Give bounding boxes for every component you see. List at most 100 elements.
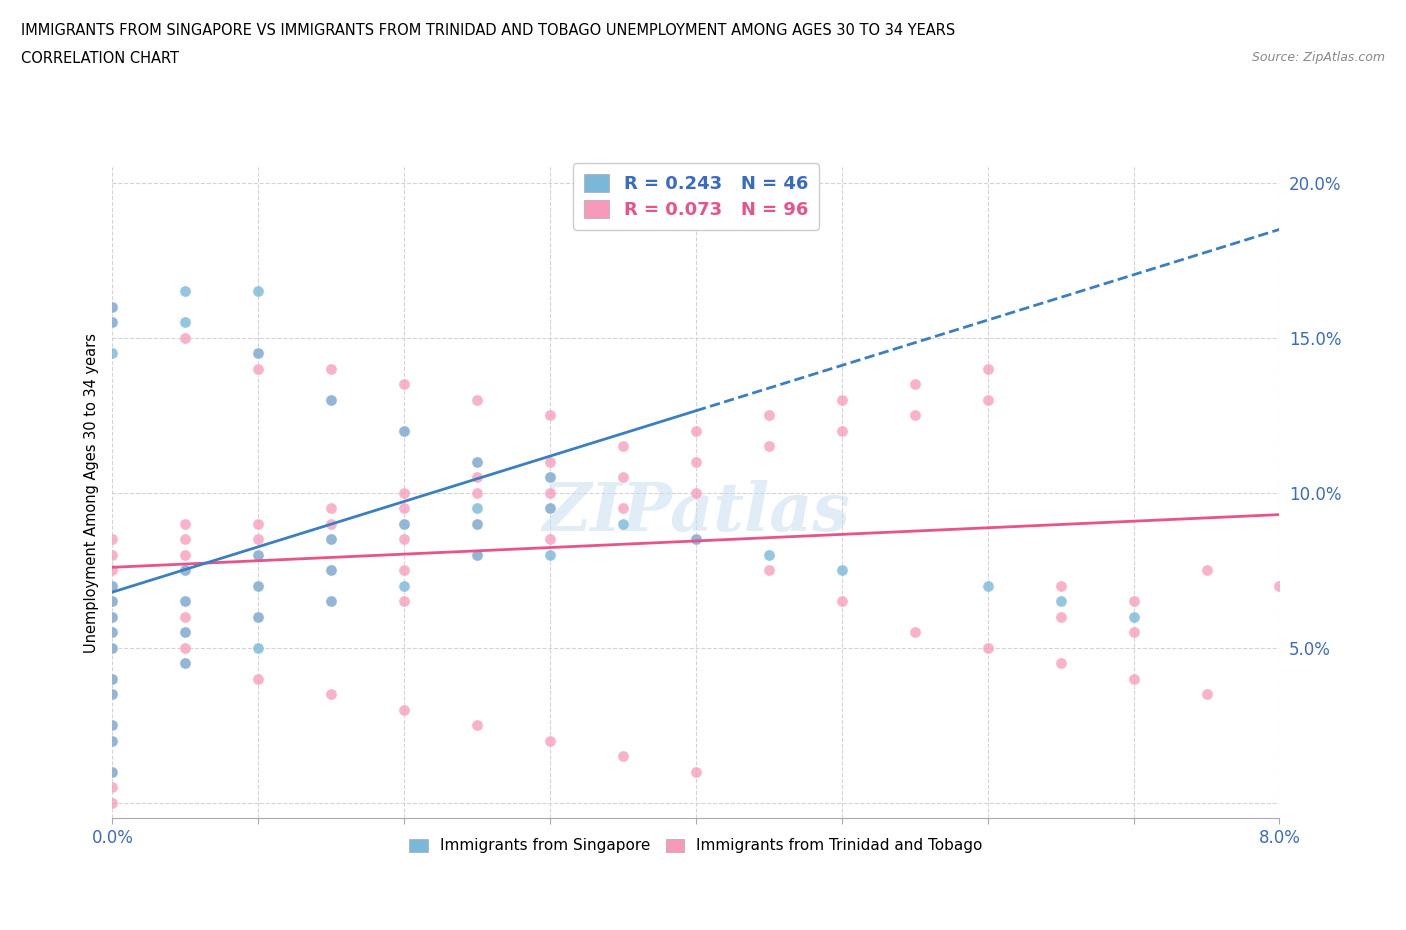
Point: [465, 548, 488, 563]
Point: [101, 718, 124, 733]
Point: [394, 485, 416, 500]
Point: [321, 501, 343, 516]
Point: [247, 609, 270, 624]
Point: [174, 594, 197, 609]
Point: [394, 377, 416, 392]
Point: [101, 299, 124, 314]
Point: [101, 594, 124, 609]
Point: [101, 734, 124, 749]
Point: [1195, 687, 1218, 702]
Point: [174, 656, 197, 671]
Point: [247, 532, 270, 547]
Point: [101, 625, 124, 640]
Point: [685, 532, 707, 547]
Point: [758, 408, 780, 423]
Point: [831, 594, 853, 609]
Point: [685, 485, 707, 500]
Point: [101, 641, 124, 656]
Point: [976, 578, 998, 593]
Point: [465, 548, 488, 563]
Point: [465, 485, 488, 500]
Point: [976, 362, 998, 377]
Point: [247, 362, 270, 377]
Point: [904, 377, 927, 392]
Point: [1122, 671, 1144, 686]
Point: [538, 532, 561, 547]
Point: [321, 392, 343, 407]
Point: [904, 625, 927, 640]
Point: [101, 578, 124, 593]
Point: [976, 392, 998, 407]
Point: [394, 423, 416, 438]
Point: [612, 470, 634, 485]
Point: [321, 687, 343, 702]
Point: [101, 795, 124, 810]
Point: [758, 439, 780, 454]
Point: [538, 501, 561, 516]
Point: [394, 423, 416, 438]
Point: [758, 563, 780, 578]
Point: [538, 548, 561, 563]
Point: [247, 516, 270, 531]
Text: Source: ZipAtlas.com: Source: ZipAtlas.com: [1251, 51, 1385, 64]
Point: [174, 641, 197, 656]
Point: [321, 532, 343, 547]
Point: [247, 548, 270, 563]
Point: [101, 687, 124, 702]
Point: [174, 625, 197, 640]
Point: [321, 594, 343, 609]
Point: [465, 516, 488, 531]
Text: ZIPatlas: ZIPatlas: [543, 480, 849, 545]
Point: [831, 423, 853, 438]
Point: [394, 516, 416, 531]
Point: [465, 455, 488, 470]
Point: [101, 609, 124, 624]
Point: [465, 501, 488, 516]
Point: [321, 362, 343, 377]
Point: [831, 563, 853, 578]
Point: [1049, 578, 1071, 593]
Point: [685, 423, 707, 438]
Point: [321, 516, 343, 531]
Point: [101, 315, 124, 330]
Point: [394, 563, 416, 578]
Point: [247, 578, 270, 593]
Text: IMMIGRANTS FROM SINGAPORE VS IMMIGRANTS FROM TRINIDAD AND TOBAGO UNEMPLOYMENT AM: IMMIGRANTS FROM SINGAPORE VS IMMIGRANTS …: [21, 23, 955, 38]
Point: [101, 346, 124, 361]
Point: [101, 718, 124, 733]
Point: [247, 548, 270, 563]
Point: [101, 315, 124, 330]
Point: [394, 532, 416, 547]
Point: [831, 392, 853, 407]
Point: [174, 315, 197, 330]
Point: [394, 702, 416, 717]
Point: [685, 532, 707, 547]
Point: [247, 578, 270, 593]
Point: [321, 563, 343, 578]
Point: [101, 594, 124, 609]
Point: [1195, 563, 1218, 578]
Point: [465, 718, 488, 733]
Point: [174, 330, 197, 345]
Point: [247, 346, 270, 361]
Point: [174, 625, 197, 640]
Point: [174, 532, 197, 547]
Point: [101, 532, 124, 547]
Point: [1122, 609, 1144, 624]
Point: [101, 641, 124, 656]
Point: [321, 532, 343, 547]
Point: [612, 501, 634, 516]
Point: [1049, 594, 1071, 609]
Point: [1049, 656, 1071, 671]
Legend: Immigrants from Singapore, Immigrants from Trinidad and Tobago: Immigrants from Singapore, Immigrants fr…: [404, 832, 988, 859]
Point: [538, 485, 561, 500]
Point: [101, 764, 124, 779]
Point: [465, 392, 488, 407]
Point: [101, 548, 124, 563]
Point: [174, 516, 197, 531]
Text: CORRELATION CHART: CORRELATION CHART: [21, 51, 179, 66]
Point: [174, 594, 197, 609]
Point: [174, 284, 197, 299]
Point: [101, 299, 124, 314]
Point: [321, 594, 343, 609]
